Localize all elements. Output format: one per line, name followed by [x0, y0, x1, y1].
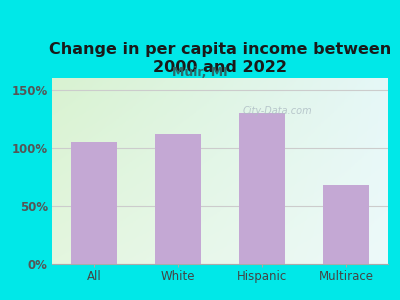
- Bar: [323, 185, 369, 264]
- Bar: [155, 134, 201, 264]
- Title: Change in per capita income between
2000 and 2022: Change in per capita income between 2000…: [49, 42, 391, 75]
- Bar: [239, 113, 285, 264]
- Text: City-Data.com: City-Data.com: [242, 106, 312, 116]
- Bar: [71, 142, 117, 264]
- Text: Muir, MI: Muir, MI: [172, 66, 228, 79]
